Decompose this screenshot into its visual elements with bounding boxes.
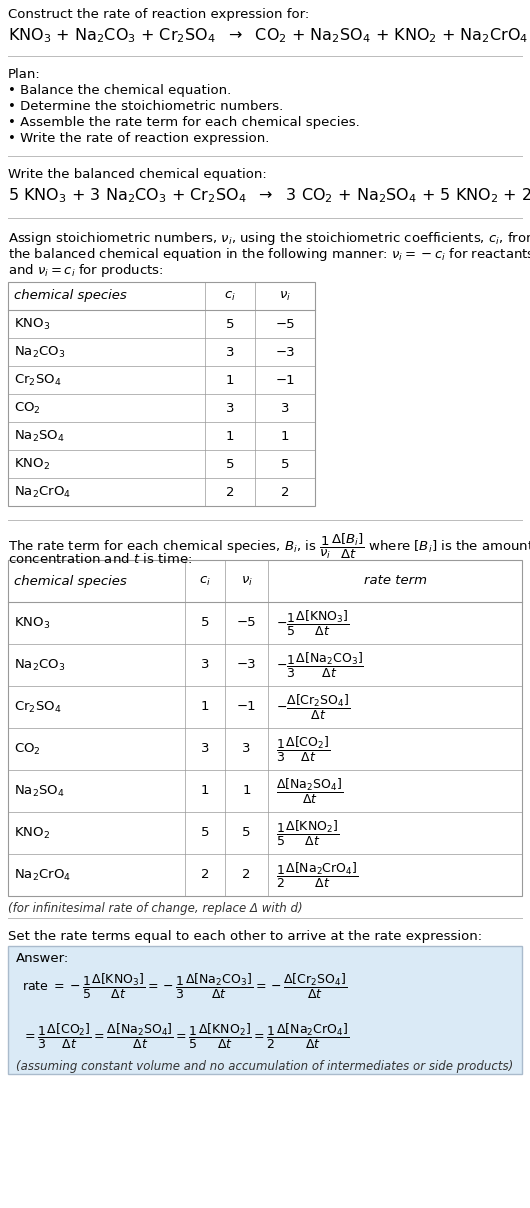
Text: Set the rate terms equal to each other to arrive at the rate expression:: Set the rate terms equal to each other t… <box>8 930 482 943</box>
Text: (for infinitesimal rate of change, replace Δ with d): (for infinitesimal rate of change, repla… <box>8 902 303 914</box>
Text: 2: 2 <box>226 486 234 499</box>
Text: $\mathrm{Na_2SO_4}$: $\mathrm{Na_2SO_4}$ <box>14 784 65 798</box>
Text: $\mathrm{Cr_2SO_4}$: $\mathrm{Cr_2SO_4}$ <box>14 699 61 715</box>
Text: −3: −3 <box>275 345 295 359</box>
Text: rate term: rate term <box>364 575 427 587</box>
Text: $\dfrac{1}{2}\dfrac{\Delta[\mathrm{Na_2CrO_4}]}{\Delta t}$: $\dfrac{1}{2}\dfrac{\Delta[\mathrm{Na_2C… <box>276 860 359 889</box>
Text: $-\dfrac{1}{5}\dfrac{\Delta[\mathrm{KNO_3}]}{\Delta t}$: $-\dfrac{1}{5}\dfrac{\Delta[\mathrm{KNO_… <box>276 609 350 638</box>
Text: 3: 3 <box>201 658 209 672</box>
Text: $\mathrm{KNO_2}$: $\mathrm{KNO_2}$ <box>14 825 50 841</box>
Text: $\mathrm{KNO_3}$: $\mathrm{KNO_3}$ <box>14 615 50 631</box>
Text: −1: −1 <box>237 701 257 714</box>
Text: • Write the rate of reaction expression.: • Write the rate of reaction expression. <box>8 132 269 145</box>
Text: 5: 5 <box>226 458 234 470</box>
Text: 1: 1 <box>281 430 289 442</box>
Bar <box>8 946 522 1074</box>
Text: 1: 1 <box>226 430 234 442</box>
Text: $\mathrm{CO_2}$: $\mathrm{CO_2}$ <box>14 400 41 416</box>
Text: 2: 2 <box>242 869 251 882</box>
Text: 3: 3 <box>226 401 234 414</box>
Text: −5: −5 <box>237 616 257 629</box>
Text: $-\dfrac{\Delta[\mathrm{Cr_2SO_4}]}{\Delta t}$: $-\dfrac{\Delta[\mathrm{Cr_2SO_4}]}{\Del… <box>276 692 350 721</box>
Bar <box>8 561 522 896</box>
Text: the balanced chemical equation in the following manner: $\nu_i = -c_i$ for react: the balanced chemical equation in the fo… <box>8 246 530 263</box>
Text: $\mathrm{KNO_2}$: $\mathrm{KNO_2}$ <box>14 457 50 471</box>
Text: $c_i$: $c_i$ <box>199 575 211 587</box>
Text: 1: 1 <box>201 784 209 797</box>
Text: 2: 2 <box>201 869 209 882</box>
Text: concentration and $t$ is time:: concentration and $t$ is time: <box>8 552 192 567</box>
Text: 5: 5 <box>226 318 234 331</box>
Text: $\mathrm{Na_2SO_4}$: $\mathrm{Na_2SO_4}$ <box>14 429 65 443</box>
Text: 3: 3 <box>226 345 234 359</box>
Text: chemical species: chemical species <box>14 575 127 587</box>
Text: $\dfrac{1}{3}\dfrac{\Delta[\mathrm{CO_2}]}{\Delta t}$: $\dfrac{1}{3}\dfrac{\Delta[\mathrm{CO_2}… <box>276 734 330 763</box>
Text: $\nu_i$: $\nu_i$ <box>279 290 291 302</box>
Text: $= \dfrac{1}{3}\dfrac{\Delta[\mathrm{CO_2}]}{\Delta t} = \dfrac{\Delta[\mathrm{N: $= \dfrac{1}{3}\dfrac{\Delta[\mathrm{CO_… <box>22 1022 349 1051</box>
Text: 3: 3 <box>242 743 251 755</box>
Text: 5: 5 <box>201 616 209 629</box>
Text: 5: 5 <box>201 826 209 840</box>
Text: $\mathrm{Na_2CrO_4}$: $\mathrm{Na_2CrO_4}$ <box>14 867 71 883</box>
Text: $\mathrm{Cr_2SO_4}$: $\mathrm{Cr_2SO_4}$ <box>14 372 61 388</box>
Bar <box>8 281 315 506</box>
Text: Write the balanced chemical equation:: Write the balanced chemical equation: <box>8 168 267 181</box>
Text: $\mathrm{Na_2CrO_4}$: $\mathrm{Na_2CrO_4}$ <box>14 484 71 500</box>
Text: −3: −3 <box>237 658 257 672</box>
Text: 1: 1 <box>242 784 251 797</box>
Text: $\dfrac{\Delta[\mathrm{Na_2SO_4}]}{\Delta t}$: $\dfrac{\Delta[\mathrm{Na_2SO_4}]}{\Delt… <box>276 777 343 806</box>
Text: Answer:: Answer: <box>16 952 69 965</box>
Text: $\nu_i$: $\nu_i$ <box>241 575 252 587</box>
Text: 1: 1 <box>201 701 209 714</box>
Text: $\mathrm{KNO_3}$ + $\mathrm{Na_2CO_3}$ + $\mathrm{Cr_2SO_4}$  $\rightarrow$  $\m: $\mathrm{KNO_3}$ + $\mathrm{Na_2CO_3}$ +… <box>8 27 528 45</box>
Text: • Assemble the rate term for each chemical species.: • Assemble the rate term for each chemic… <box>8 116 360 129</box>
Text: 3: 3 <box>201 743 209 755</box>
Text: −1: −1 <box>275 373 295 387</box>
Text: 2: 2 <box>281 486 289 499</box>
Text: $-\dfrac{1}{3}\dfrac{\Delta[\mathrm{Na_2CO_3}]}{\Delta t}$: $-\dfrac{1}{3}\dfrac{\Delta[\mathrm{Na_2… <box>276 650 364 680</box>
Text: and $\nu_i = c_i$ for products:: and $\nu_i = c_i$ for products: <box>8 262 164 279</box>
Text: $\mathrm{CO_2}$: $\mathrm{CO_2}$ <box>14 742 41 756</box>
Text: Assign stoichiometric numbers, $\nu_i$, using the stoichiometric coefficients, $: Assign stoichiometric numbers, $\nu_i$, … <box>8 230 530 246</box>
Text: 5: 5 <box>281 458 289 470</box>
Text: rate $= -\dfrac{1}{5}\dfrac{\Delta[\mathrm{KNO_3}]}{\Delta t} = -\dfrac{1}{3}\df: rate $= -\dfrac{1}{5}\dfrac{\Delta[\math… <box>22 971 347 1000</box>
Text: 3: 3 <box>281 401 289 414</box>
Text: 5: 5 <box>242 826 251 840</box>
Text: $\mathrm{Na_2CO_3}$: $\mathrm{Na_2CO_3}$ <box>14 657 65 673</box>
Text: 1: 1 <box>226 373 234 387</box>
Text: Plan:: Plan: <box>8 68 41 81</box>
Text: $c_i$: $c_i$ <box>224 290 236 302</box>
Text: The rate term for each chemical species, $B_i$, is $\dfrac{1}{\nu_i}\dfrac{\Delt: The rate term for each chemical species,… <box>8 532 530 562</box>
Text: Construct the rate of reaction expression for:: Construct the rate of reaction expressio… <box>8 8 309 21</box>
Text: chemical species: chemical species <box>14 290 127 302</box>
Text: $\mathrm{KNO_3}$: $\mathrm{KNO_3}$ <box>14 316 50 331</box>
Text: (assuming constant volume and no accumulation of intermediates or side products): (assuming constant volume and no accumul… <box>16 1059 513 1073</box>
Text: $\mathrm{Na_2CO_3}$: $\mathrm{Na_2CO_3}$ <box>14 344 65 360</box>
Text: $\dfrac{1}{5}\dfrac{\Delta[\mathrm{KNO_2}]}{\Delta t}$: $\dfrac{1}{5}\dfrac{\Delta[\mathrm{KNO_2… <box>276 819 339 848</box>
Text: • Balance the chemical equation.: • Balance the chemical equation. <box>8 85 231 97</box>
Text: −5: −5 <box>275 318 295 331</box>
Text: • Determine the stoichiometric numbers.: • Determine the stoichiometric numbers. <box>8 100 283 114</box>
Text: $5\ \mathrm{KNO_3}$ + $3\ \mathrm{Na_2CO_3}$ + $\mathrm{Cr_2SO_4}$  $\rightarrow: $5\ \mathrm{KNO_3}$ + $3\ \mathrm{Na_2CO… <box>8 186 530 204</box>
